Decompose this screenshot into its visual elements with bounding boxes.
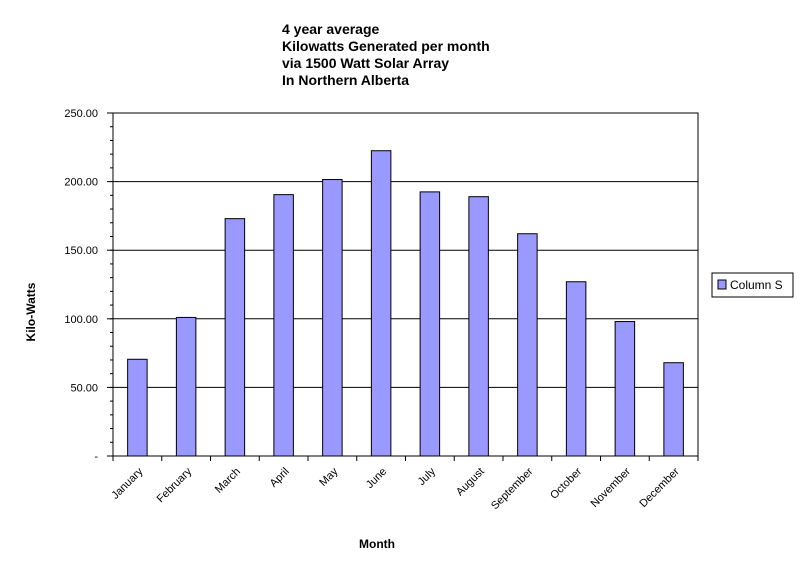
y-tick-labels: - 50.00 100.00 150.00 200.00 250.00 <box>64 108 98 463</box>
bar-october <box>565 281 587 457</box>
x-tick-label: January <box>109 465 146 502</box>
bar-march <box>224 218 246 457</box>
bar-january <box>127 358 148 457</box>
legend: Column S <box>711 272 794 298</box>
x-tick-marks <box>112 456 699 461</box>
title-line-3: via 1500 Watt Solar Array <box>282 55 449 71</box>
x-tick-label: August <box>454 466 487 499</box>
x-tick-label: September <box>489 465 536 512</box>
y-tick-label: - <box>94 451 98 463</box>
x-tick-label: February <box>155 465 195 505</box>
y-minor-ticks <box>110 112 113 457</box>
bar-november <box>614 321 636 457</box>
title-line-4: In Northern Alberta <box>282 72 409 88</box>
x-tick-label: March <box>213 466 243 496</box>
y-tick-label: 200.00 <box>64 177 98 189</box>
x-tick-label: June <box>364 466 389 491</box>
x-tick-label: December <box>637 465 682 510</box>
bar-april <box>273 194 294 457</box>
title-line-2: Kilowatts Generated per month <box>282 38 490 54</box>
bar-july <box>419 191 441 457</box>
bar-september <box>517 233 538 457</box>
bars <box>127 150 684 457</box>
x-tick-label: July <box>416 465 439 488</box>
y-tick-label: 150.00 <box>64 245 98 257</box>
bar-june <box>370 150 392 457</box>
bar-december <box>663 362 684 457</box>
x-tick-label: October <box>548 465 584 501</box>
x-tick-label: May <box>317 465 341 489</box>
gridlines <box>107 112 698 457</box>
y-tick-label: 100.00 <box>64 314 98 326</box>
legend-swatch <box>717 279 727 290</box>
x-tick-label: November <box>589 465 634 510</box>
x-axis-title: Month <box>359 537 395 551</box>
bar-august <box>468 196 489 457</box>
plot-area <box>112 112 699 457</box>
y-axis-title: Kilo-Watts <box>24 282 38 341</box>
y-tick-label: 50.00 <box>70 382 98 394</box>
x-tick-label: April <box>268 466 292 490</box>
chart-title: 4 year average Kilowatts Generated per m… <box>282 21 490 88</box>
title-line-1: 4 year average <box>282 21 380 37</box>
bar-february <box>175 316 197 457</box>
legend-label: Column S <box>730 278 783 292</box>
y-tick-label: 250.00 <box>64 108 98 120</box>
bar-may <box>322 179 343 457</box>
x-tick-labels: January February March April May June July Augu… <box>109 465 682 512</box>
